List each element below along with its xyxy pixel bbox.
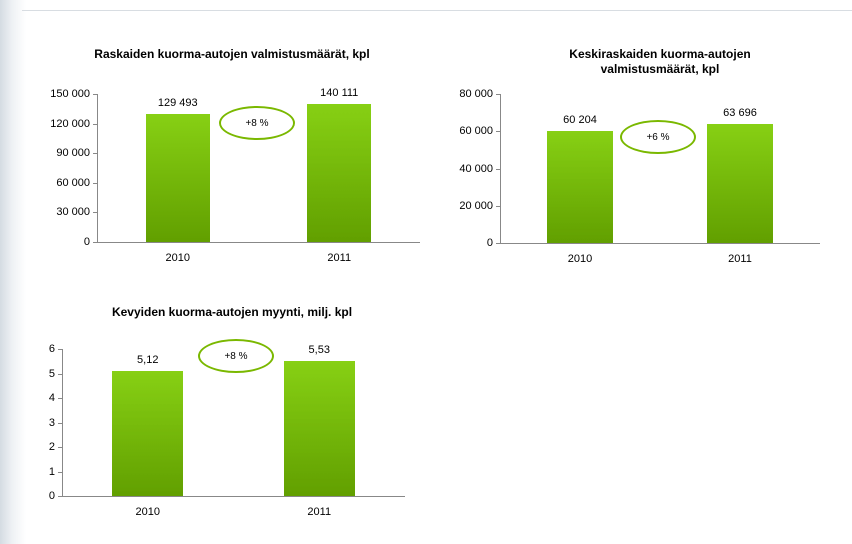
bar bbox=[283, 360, 355, 496]
y-tick bbox=[496, 168, 500, 170]
y-tick bbox=[58, 471, 62, 473]
value-label: 5,53 bbox=[308, 343, 330, 356]
x-axis bbox=[62, 496, 405, 497]
y-axis bbox=[500, 94, 501, 243]
y-tick-label: 3 bbox=[48, 416, 55, 429]
y-tick bbox=[93, 182, 97, 184]
bar bbox=[307, 103, 372, 242]
y-tick bbox=[93, 242, 97, 243]
chart-title: Raskaiden kuorma-autojen valmistusmäärät… bbox=[94, 47, 370, 61]
y-tick-label: 120 000 bbox=[50, 117, 90, 130]
bar bbox=[145, 114, 210, 242]
y-tick bbox=[496, 243, 500, 244]
y-tick-label: 90 000 bbox=[56, 147, 90, 160]
y-tick-label: 5 bbox=[48, 367, 55, 380]
chart-title: Keskiraskaiden kuorma-autojen valmistusm… bbox=[569, 47, 751, 76]
y-tick bbox=[496, 94, 500, 95]
y-tick bbox=[58, 398, 62, 399]
x-tick-label: 2011 bbox=[728, 253, 752, 265]
y-tick-label: 150 000 bbox=[50, 88, 90, 100]
value-label: 140 111 bbox=[320, 86, 359, 99]
y-tick-label: 1 bbox=[48, 465, 55, 478]
y-tick-label: 40 000 bbox=[459, 162, 493, 175]
bar bbox=[547, 130, 613, 243]
y-tick-label: 4 bbox=[48, 392, 55, 404]
y-tick bbox=[58, 349, 62, 350]
annotation: +6 % bbox=[620, 120, 696, 154]
y-tick bbox=[58, 496, 62, 497]
value-label: 5,12 bbox=[137, 353, 159, 366]
y-tick-label: 0 bbox=[48, 490, 55, 502]
y-tick-label: 2 bbox=[48, 441, 55, 453]
x-tick-label: 2010 bbox=[165, 252, 190, 264]
top-rule bbox=[22, 10, 852, 11]
y-tick-label: 6 bbox=[48, 343, 55, 355]
y-tick bbox=[58, 373, 62, 375]
y-tick bbox=[93, 94, 97, 95]
bar bbox=[112, 370, 184, 496]
x-tick-label: 2010 bbox=[135, 506, 160, 518]
value-label: 63 696 bbox=[723, 107, 757, 120]
annotation: +8 % bbox=[219, 106, 295, 140]
x-tick-label: 2011 bbox=[307, 506, 332, 518]
x-axis bbox=[500, 243, 820, 244]
x-tick-label: 2011 bbox=[327, 252, 352, 264]
chart-title: Kevyiden kuorma-autojen myynti, milj. kp… bbox=[111, 305, 353, 319]
annotation: +8 % bbox=[198, 339, 274, 373]
y-axis bbox=[97, 94, 98, 242]
value-label: 60 204 bbox=[563, 113, 597, 126]
y-tick bbox=[93, 153, 97, 155]
x-axis bbox=[97, 242, 420, 243]
y-tick-label: 60 000 bbox=[56, 176, 90, 189]
y-tick-label: 20 000 bbox=[459, 199, 493, 212]
y-tick bbox=[496, 131, 500, 133]
y-tick-label: 30 000 bbox=[56, 206, 90, 219]
x-tick-label: 2010 bbox=[567, 253, 593, 265]
bar bbox=[707, 124, 773, 243]
y-tick-label: 0 bbox=[83, 236, 90, 248]
y-tick-label: 0 bbox=[486, 237, 493, 249]
y-axis bbox=[62, 349, 63, 496]
y-tick bbox=[58, 422, 62, 424]
value-label: 129 493 bbox=[157, 97, 198, 110]
y-tick bbox=[93, 212, 97, 214]
y-tick bbox=[58, 447, 62, 448]
y-tick bbox=[93, 123, 97, 125]
y-tick bbox=[496, 205, 500, 207]
y-tick-label: 60 000 bbox=[459, 125, 493, 138]
y-tick-label: 80 000 bbox=[459, 88, 493, 100]
